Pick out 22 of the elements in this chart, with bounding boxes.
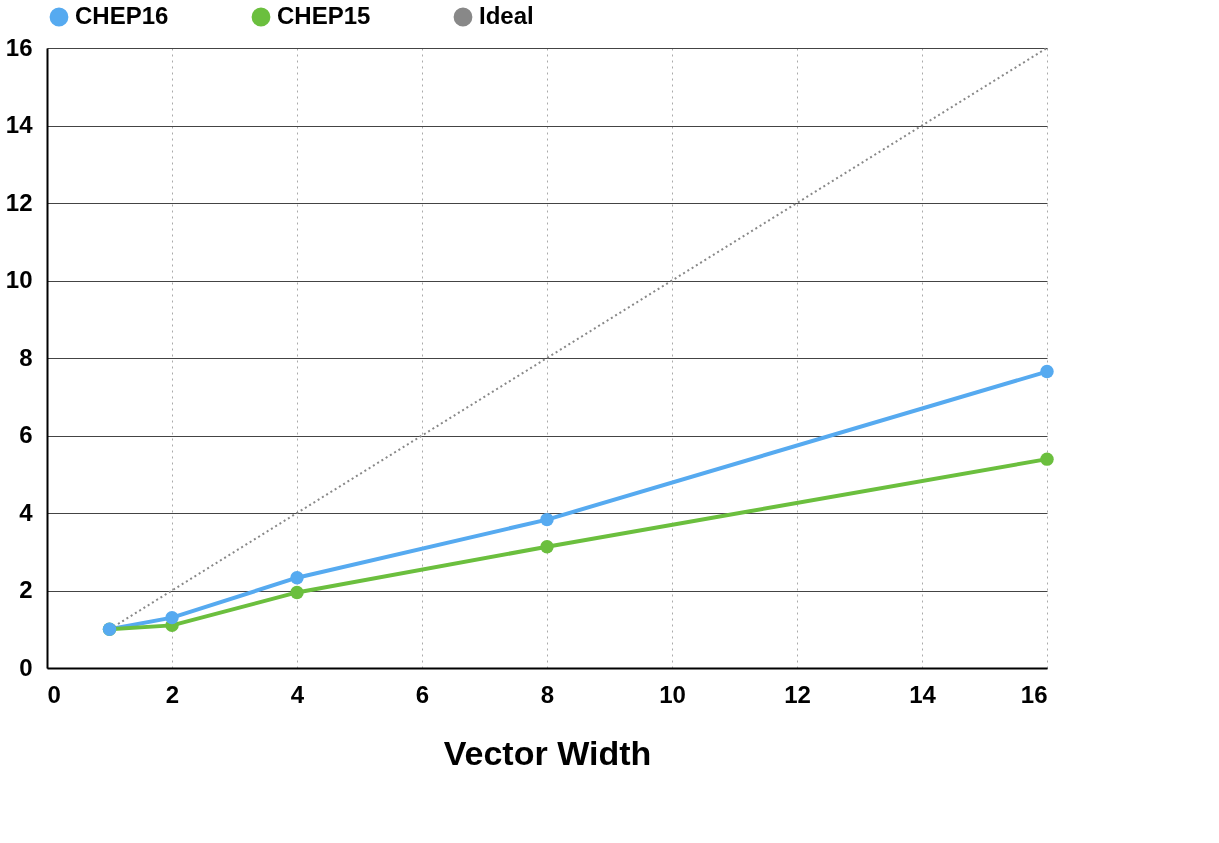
y-tick-label: 16 [5, 33, 33, 61]
y-tick-label: 8 [19, 343, 33, 371]
x-tick-label: 0 [47, 680, 61, 708]
y-tick-label: 10 [5, 266, 33, 293]
legend-label: Ideal [479, 2, 534, 29]
legend-label: CHEP15 [277, 2, 371, 29]
x-tick-label: 4 [290, 680, 305, 708]
y-tick-label: 12 [5, 188, 33, 216]
x-tick-label: 14 [909, 680, 937, 708]
y-tick-label: 0 [19, 653, 33, 681]
x-tick-label: 16 [1020, 680, 1048, 708]
x-tick-label: 6 [415, 680, 430, 708]
y-tick-label: 4 [19, 498, 34, 526]
x-tick-label: 2 [165, 680, 180, 708]
y-tick-label: 2 [19, 576, 33, 603]
x-axis-title: Vector Width [443, 733, 652, 772]
y-tick-label: 14 [5, 111, 34, 138]
x-tick-label: 12 [784, 680, 811, 708]
y-tick-label: 6 [19, 421, 33, 448]
x-tick-label: 8 [540, 680, 555, 708]
x-tick-label: 10 [659, 680, 686, 708]
legend-label: CHEP16 [75, 2, 169, 29]
